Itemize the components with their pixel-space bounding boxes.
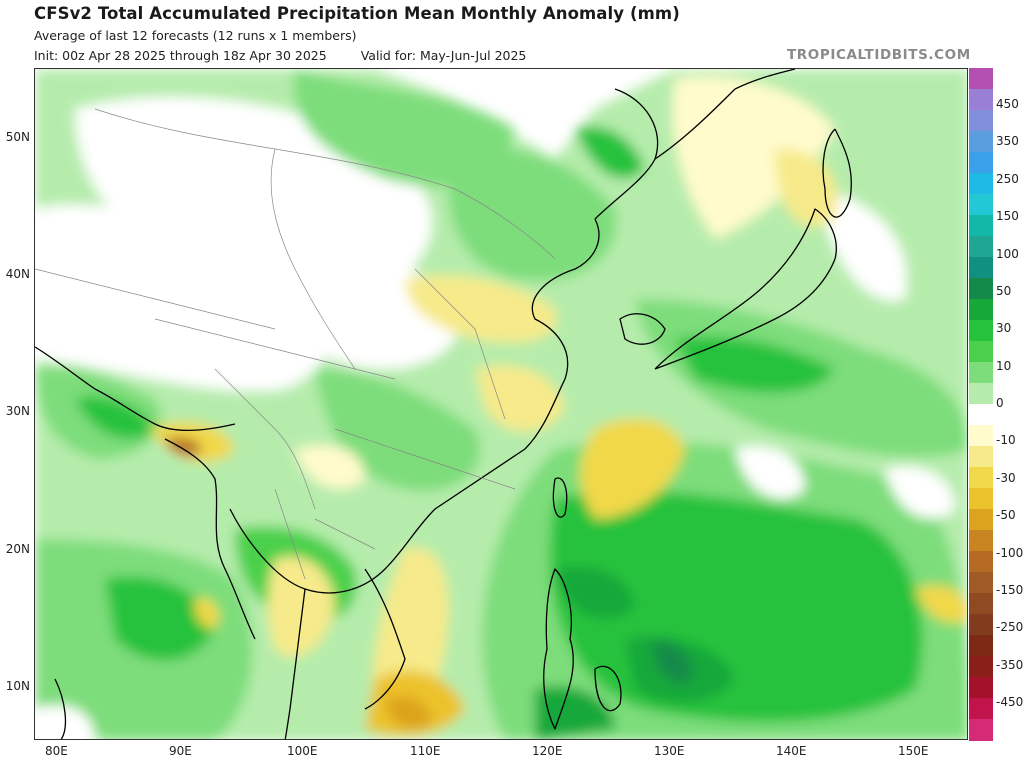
legend-color-bin <box>969 719 993 741</box>
legend-color-bin <box>969 656 993 678</box>
legend-color-bin <box>969 278 993 300</box>
legend-color-bin <box>969 236 993 258</box>
legend-color-bin <box>969 173 993 195</box>
legend-label: -50 <box>996 508 1016 523</box>
legend-color-bin <box>969 257 993 279</box>
lon-label-110e: 110E <box>410 744 441 758</box>
legend-label: -10 <box>996 433 1016 448</box>
legend-color-bin <box>969 404 993 426</box>
legend-color-bin <box>969 446 993 468</box>
legend-color-bin <box>969 215 993 237</box>
lat-label-30n: 30N <box>5 404 30 418</box>
legend-label: 100 <box>996 246 1019 261</box>
legend-label: -150 <box>996 582 1024 597</box>
lat-label-20n: 20N <box>5 542 30 556</box>
brand-watermark: TROPICALTIDBITS.COM <box>787 47 971 63</box>
legend-label: 150 <box>996 209 1019 224</box>
colorbar-legend <box>969 68 993 741</box>
anomaly-field <box>35 69 967 739</box>
map-canvas <box>35 69 967 739</box>
legend-color-bin <box>969 89 993 111</box>
lat-label-50n: 50N <box>5 130 30 144</box>
lon-label-150e: 150E <box>898 744 929 758</box>
legend-label: 0 <box>996 396 1004 410</box>
lat-label-10n: 10N <box>5 679 30 693</box>
legend-color-bin <box>969 593 993 615</box>
legend-label: 450 <box>996 97 1019 111</box>
legend-color-bin <box>969 299 993 321</box>
legend-label: 10 <box>996 358 1012 373</box>
init-valid-line: Init: 00z Apr 28 2025 through 18z Apr 30… <box>34 48 526 63</box>
legend-label: 350 <box>996 134 1019 149</box>
legend-color-bin <box>969 530 993 552</box>
legend-color-bin <box>969 425 993 447</box>
legend-color-bin <box>969 131 993 153</box>
legend-color-bin <box>969 467 993 489</box>
legend-color-bin <box>969 677 993 699</box>
precipitation-anomaly-map <box>34 68 968 740</box>
legend-color-bin <box>969 635 993 657</box>
legend-color-bin <box>969 698 993 720</box>
legend-color-bin <box>969 572 993 594</box>
legend-color-bin <box>969 488 993 510</box>
lon-label-100e: 100E <box>287 744 318 758</box>
legend-color-bin <box>969 551 993 573</box>
legend-color-bin <box>969 383 993 405</box>
legend-color-bin <box>969 68 993 90</box>
lon-label-120e: 120E <box>532 744 563 758</box>
coastlines <box>35 69 852 739</box>
init-text: Init: 00z Apr 28 2025 through 18z Apr 30… <box>34 48 327 63</box>
lon-label-80e: 80E <box>45 744 68 758</box>
legend-color-bin <box>969 362 993 384</box>
legend-label: 50 <box>996 283 1012 298</box>
legend-color-bin <box>969 110 993 132</box>
legend-label: -100 <box>996 545 1024 560</box>
political-borders <box>35 108 556 580</box>
legend-label: 250 <box>996 171 1019 186</box>
legend-color-bin <box>969 152 993 174</box>
legend-label: 30 <box>996 321 1012 336</box>
map-title: CFSv2 Total Accumulated Precipitation Me… <box>34 4 680 23</box>
legend-label: -450 <box>996 695 1024 709</box>
legend-color-bin <box>969 341 993 363</box>
lat-label-40n: 40N <box>5 267 30 281</box>
legend-color-bin <box>969 509 993 531</box>
valid-text: Valid for: May-Jun-Jul 2025 <box>360 48 527 63</box>
legend-label: -250 <box>996 620 1024 635</box>
legend-color-bin <box>969 194 993 216</box>
legend-label: -30 <box>996 470 1016 485</box>
map-subtitle: Average of last 12 forecasts (12 runs x … <box>34 28 357 43</box>
legend-label: -350 <box>996 657 1024 672</box>
lon-label-130e: 130E <box>654 744 685 758</box>
lon-label-90e: 90E <box>169 744 192 758</box>
legend-color-bin <box>969 614 993 636</box>
legend-color-bin <box>969 320 993 342</box>
lon-label-140e: 140E <box>776 744 807 758</box>
